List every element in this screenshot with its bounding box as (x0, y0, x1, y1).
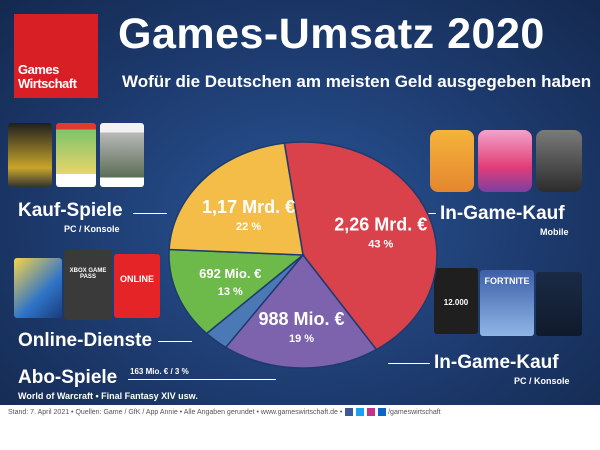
playstation-plus-card (14, 258, 62, 318)
xbox-game-pass-card: XBOX GAME PASS (64, 250, 112, 320)
online-dienste-leader (158, 341, 192, 342)
pie-slice-4 (168, 142, 304, 256)
kauf-spiele-sub: PC / Konsole (64, 224, 120, 234)
logo-line1: Games (18, 62, 59, 77)
pie-slice-1 (224, 253, 378, 369)
online-dienste-title: Online-Dienste (18, 330, 153, 351)
fortnite-card-label: FORTNITE (484, 276, 530, 286)
slice-value-label-0: 2,26 Mrd. € (334, 214, 427, 234)
label-abo-spiele: Abo-Spiele World of Warcraft • Final Fan… (18, 367, 198, 401)
abo-spiele-leader (128, 379, 276, 380)
linkedin-icon[interactable] (378, 408, 387, 416)
pie-slice-3 (168, 248, 306, 335)
candy-crush-icon (478, 130, 532, 192)
shark-cash-card (536, 272, 582, 336)
ingame-pc-sub: PC / Konsole (514, 376, 570, 386)
abo-spiele-value-note: 163 Mio. € / 3 % (130, 367, 189, 376)
label-kauf-spiele: Kauf-Spiele PC / Konsole (18, 200, 123, 234)
game-cover-animal-crossing (56, 123, 96, 187)
label-ingame-pc: In-Game-Kauf PC / Konsole (434, 352, 570, 386)
ingame-pc-leader (388, 363, 430, 364)
fifa-points-card: 12.000 (434, 268, 478, 334)
nintendo-online-card: ONLINE (114, 254, 160, 318)
ingame-mobile-title: In-Game-Kauf (440, 203, 565, 224)
abo-spiele-title: Abo-Spiele (18, 367, 118, 388)
logo-line2: Wirtschaft (18, 76, 77, 91)
twitter-icon[interactable] (356, 408, 365, 416)
footer-text: Stand: 7. April 2021 • Quellen: Game / G… (8, 408, 343, 416)
revenue-pie-chart: 2,26 Mrd. € 43 % 988 Mio. € 19 % 692 Mio. € 1… (168, 141, 438, 369)
slice-percent-label-0: 43 % (368, 238, 393, 250)
facebook-icon[interactable] (345, 408, 354, 416)
kauf-spiele-title: Kauf-Spiele (18, 200, 123, 221)
slice-percent-label-4: 22 % (236, 221, 261, 233)
slice-value-label-3: 692 Mio. € (199, 266, 261, 281)
page-subtitle: Wofür die Deutschen am meisten Geld ausg… (122, 72, 592, 91)
abo-spiele-sub: World of Warcraft • Final Fantasy XIV us… (18, 391, 198, 401)
instagram-icon[interactable] (367, 408, 376, 416)
fortnite-vbucks-card: FORTNITE (480, 270, 534, 336)
gameswirtschaft-logo[interactable]: Games Wirtschaft (14, 14, 98, 98)
infographic-background: Games Wirtschaft Games-Umsatz 2020 Wofür… (0, 0, 600, 405)
clash-of-clans-icon (430, 130, 474, 192)
label-ingame-mobile: In-Game-Kauf Mobile (440, 203, 569, 237)
kauf-spiele-leader (133, 213, 167, 214)
footer-handle: /gameswirtschaft (388, 408, 441, 416)
game-cover-cyberpunk (8, 123, 52, 187)
pie-slice-0 (283, 141, 438, 351)
abo-value-text: 163 Mio. € / 3 % (130, 367, 189, 376)
slice-percent-label-1: 19 % (289, 333, 314, 345)
footer: Stand: 7. April 2021 • Quellen: Game / G… (8, 408, 441, 416)
ingame-mobile-sub: Mobile (540, 227, 569, 237)
slice-value-label-4: 1,17 Mrd. € (202, 197, 295, 217)
fifa-card-label: 12.000 (443, 298, 469, 307)
slice-value-label-1: 988 Mio. € (259, 309, 345, 329)
ingame-pc-title: In-Game-Kauf (434, 352, 559, 373)
slice-percent-label-3: 13 % (218, 286, 243, 298)
game-cover-assassins-creed (100, 123, 144, 187)
xbox-card-label: XBOX GAME PASS (69, 268, 107, 280)
label-online-dienste: Online-Dienste (18, 330, 152, 352)
call-of-duty-mobile-icon (536, 130, 582, 192)
page-title: Games-Umsatz 2020 (118, 10, 545, 58)
nintendo-card-label: ONLINE (119, 274, 154, 284)
